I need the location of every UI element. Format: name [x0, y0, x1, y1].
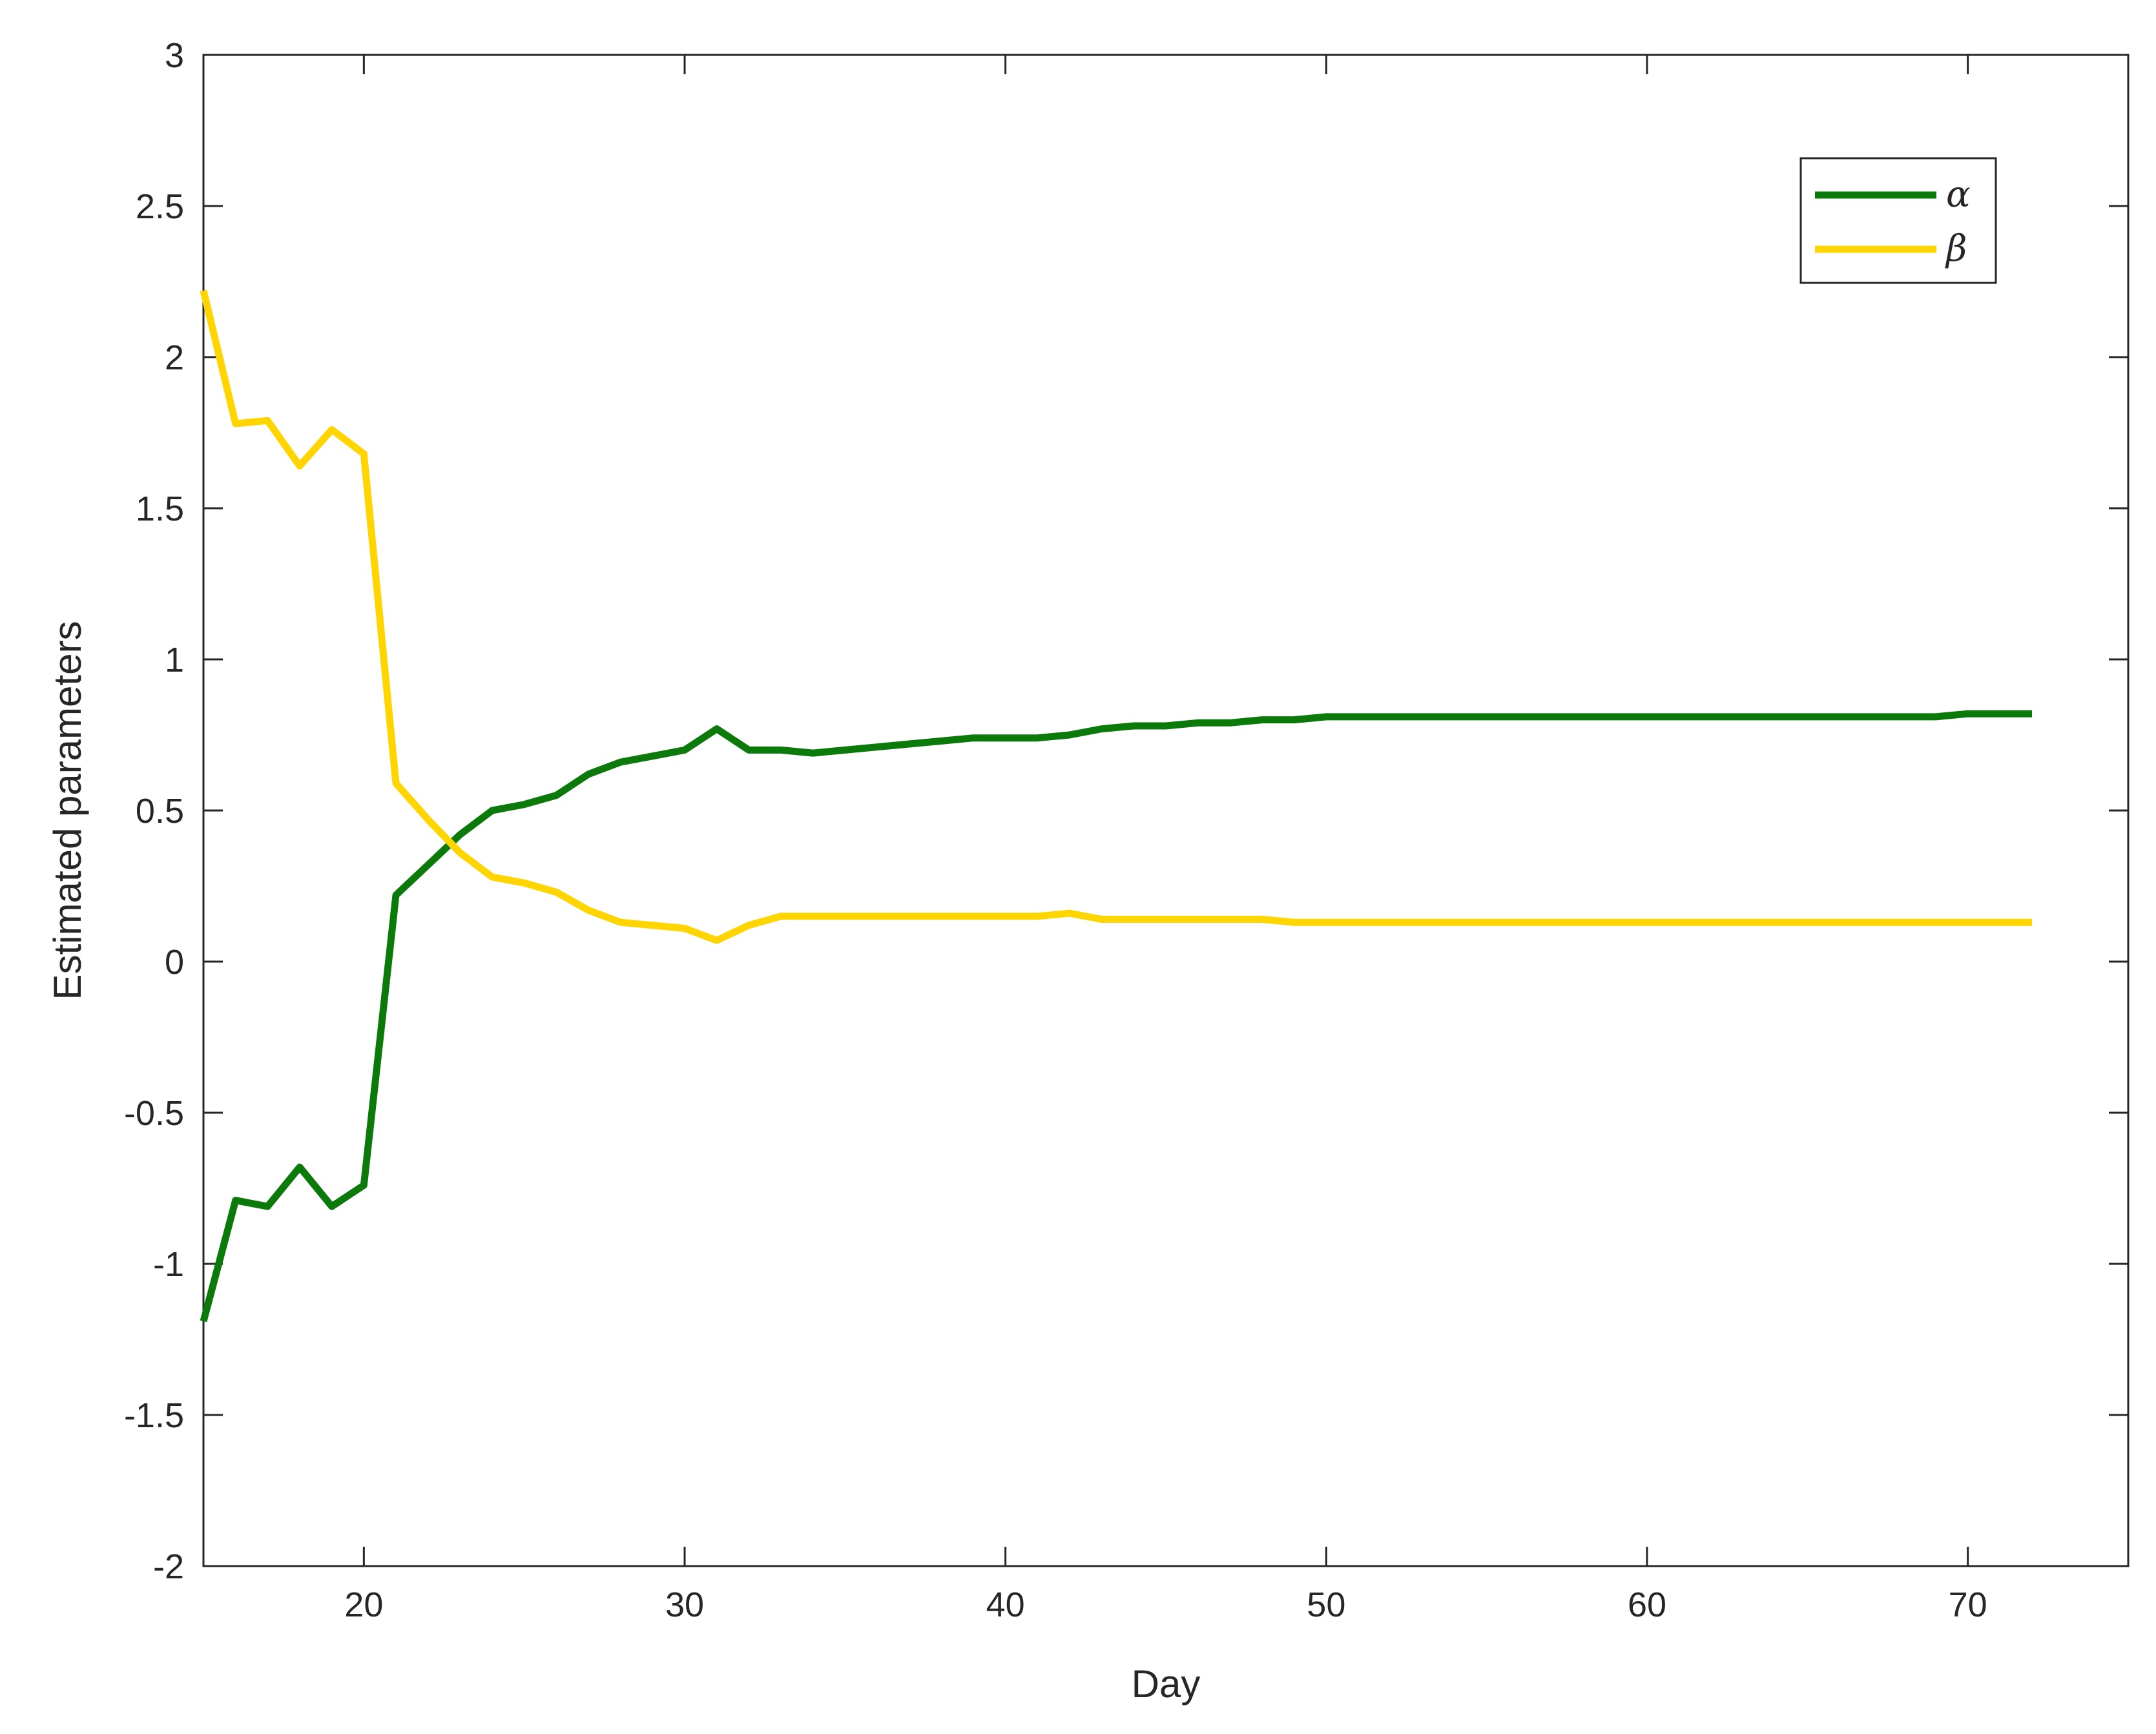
series-line-beta [200, 289, 2032, 944]
legend: αβ [1799, 157, 1997, 284]
series-line-alpha [200, 710, 2032, 1323]
y-tick-label: -0.5 [124, 1094, 184, 1133]
x-tick-label: 50 [1307, 1585, 1345, 1624]
y-tick-label: 3 [165, 36, 184, 75]
axes: 20 30 40 50 60 70 -2 -1.5 -1 -0.5 0 0.5 1 1.5 2 2.5 3 [124, 36, 2130, 1624]
y-tick-label: 1 [165, 641, 184, 679]
x-tick-label: 70 [1949, 1585, 1987, 1624]
y-tick-label: 1.5 [136, 490, 184, 528]
y-tick-label: -1 [153, 1245, 184, 1284]
y-tick-label: 0 [165, 943, 184, 982]
legend-label: β [1945, 228, 1967, 270]
legend-label: α [1946, 174, 1971, 216]
y-tick-label: 0.5 [136, 792, 184, 831]
x-tick-label: 30 [665, 1585, 704, 1624]
x-tick-label: 60 [1628, 1585, 1666, 1624]
y-tick-label: -2 [153, 1547, 184, 1586]
series-lines [200, 289, 2032, 1323]
y-tick-label: -1.5 [124, 1396, 184, 1435]
y-tick-label: 2.5 [136, 187, 184, 226]
y-tick-label: 2 [165, 338, 184, 377]
x-tick-label: 40 [986, 1585, 1025, 1624]
legend-box [1799, 157, 1997, 284]
x-axis-label: Day [1132, 1662, 1201, 1706]
y-axis-label: Estimated parameters [46, 621, 89, 1000]
x-tick-label: 20 [344, 1585, 383, 1624]
